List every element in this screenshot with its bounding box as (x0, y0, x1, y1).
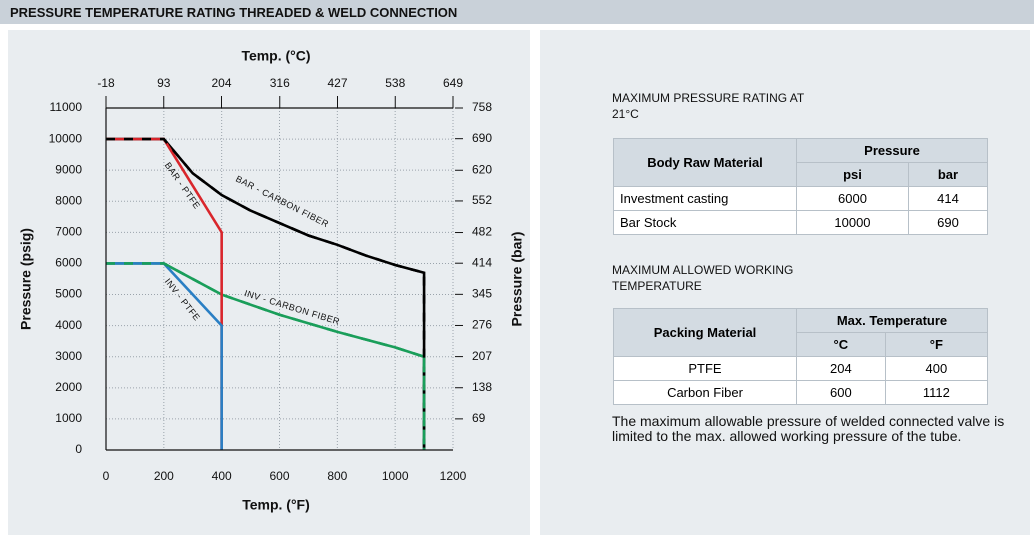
y-tick-label: 11000 (50, 100, 83, 114)
cell: Carbon Fiber (613, 380, 797, 405)
y-tick-label: 9000 (55, 162, 82, 176)
y2-tick-label: 758 (472, 100, 492, 114)
x-axis-label: Temp. (°F) (242, 497, 310, 513)
y-tick-label: 7000 (55, 225, 82, 239)
y-tick-label: 3000 (55, 349, 82, 363)
table-title: MAXIMUM PRESSURE RATING AT 21°C (612, 91, 805, 121)
cell: 204 (796, 356, 886, 381)
x2-tick-label: 538 (385, 76, 405, 90)
y-axis-label: Pressure (psig) (18, 228, 34, 330)
x-tick-label: 400 (212, 469, 232, 483)
header-cell: Pressure (796, 138, 988, 163)
header-cell: Body Raw Material (613, 138, 797, 187)
note: The maximum allowable pressure of welded… (612, 413, 1005, 444)
cell: 10000 (796, 210, 909, 235)
y2-tick-label: 207 (472, 349, 492, 363)
y2-tick-label: 620 (472, 162, 492, 176)
line-series-overlap (106, 137, 426, 450)
x-tick-label: 800 (327, 469, 347, 483)
y-tick-label: 10000 (49, 131, 83, 145)
cell: 6000 (796, 186, 909, 211)
cell: 690 (907, 210, 989, 235)
y2-tick-label: 138 (472, 380, 492, 394)
header-cell: bar (907, 162, 989, 187)
x2-tick-label: 93 (157, 76, 171, 90)
x-tick-label: 200 (154, 469, 174, 483)
header-cell: Max. Temperature (796, 308, 988, 333)
y2-tick-label: 482 (472, 225, 492, 239)
header-title: PRESSURE TEMPERATURE RATING THREADED & W… (0, 0, 1034, 24)
x2-tick-label: 649 (443, 76, 463, 90)
y-tick-label: 4000 (55, 318, 82, 332)
x2-axis-label: Temp. (°C) (241, 48, 310, 64)
cell: Investment casting (613, 186, 797, 211)
x2-tick-label: 204 (211, 76, 231, 90)
y-tick-label: 8000 (55, 193, 82, 207)
y-tick-label: 6000 (55, 256, 82, 270)
y2-tick-label: 345 (472, 287, 492, 301)
cell: 400 (884, 356, 989, 381)
header-cell: Packing Material (613, 308, 797, 357)
y2-tick-label: 276 (472, 318, 492, 332)
x2-tick-label: -18 (97, 76, 115, 90)
table-panel (540, 30, 1030, 535)
y-tick-label: 2000 (55, 380, 82, 394)
y-tick-label: 5000 (55, 287, 82, 301)
y-tick-label: 0 (75, 442, 82, 456)
chart: 0100020003000400050006000700080009000100… (18, 48, 525, 513)
x-tick-label: 0 (103, 469, 110, 483)
line-series-overlap (106, 262, 426, 450)
y2-tick-label: 69 (472, 411, 486, 425)
cell: 414 (907, 186, 989, 211)
header-cell: °C (796, 332, 886, 357)
cell: 600 (796, 380, 886, 405)
table-title: MAXIMUM ALLOWED WORKING TEMPERATURE (612, 263, 794, 293)
cell: Bar Stock (613, 210, 797, 235)
header-cell: psi (796, 162, 909, 187)
header-cell: °F (884, 332, 989, 357)
x-tick-label: 1200 (440, 469, 467, 483)
cell: 1112 (884, 380, 989, 405)
y2-tick-label: 690 (472, 131, 492, 145)
table: Packing Material Max. Temperature °C °F PT… (613, 308, 989, 405)
cell: PTFE (613, 356, 797, 381)
line-series (106, 262, 223, 450)
chart-panel (8, 30, 530, 535)
x2-tick-label: 427 (327, 76, 347, 90)
table: Body Raw Material Pressure psi bar Investm… (613, 138, 989, 235)
y2-tick-label: 552 (472, 193, 492, 207)
x-tick-label: 600 (269, 469, 289, 483)
x-tick-label: 1000 (382, 469, 409, 483)
x2-tick-label: 316 (270, 76, 290, 90)
y-tick-label: 1000 (55, 411, 82, 425)
y2-tick-label: 414 (472, 255, 492, 269)
y2-axis-label: Pressure (bar) (509, 232, 525, 327)
series-label: BAR - CARBON FIBER (234, 174, 330, 230)
